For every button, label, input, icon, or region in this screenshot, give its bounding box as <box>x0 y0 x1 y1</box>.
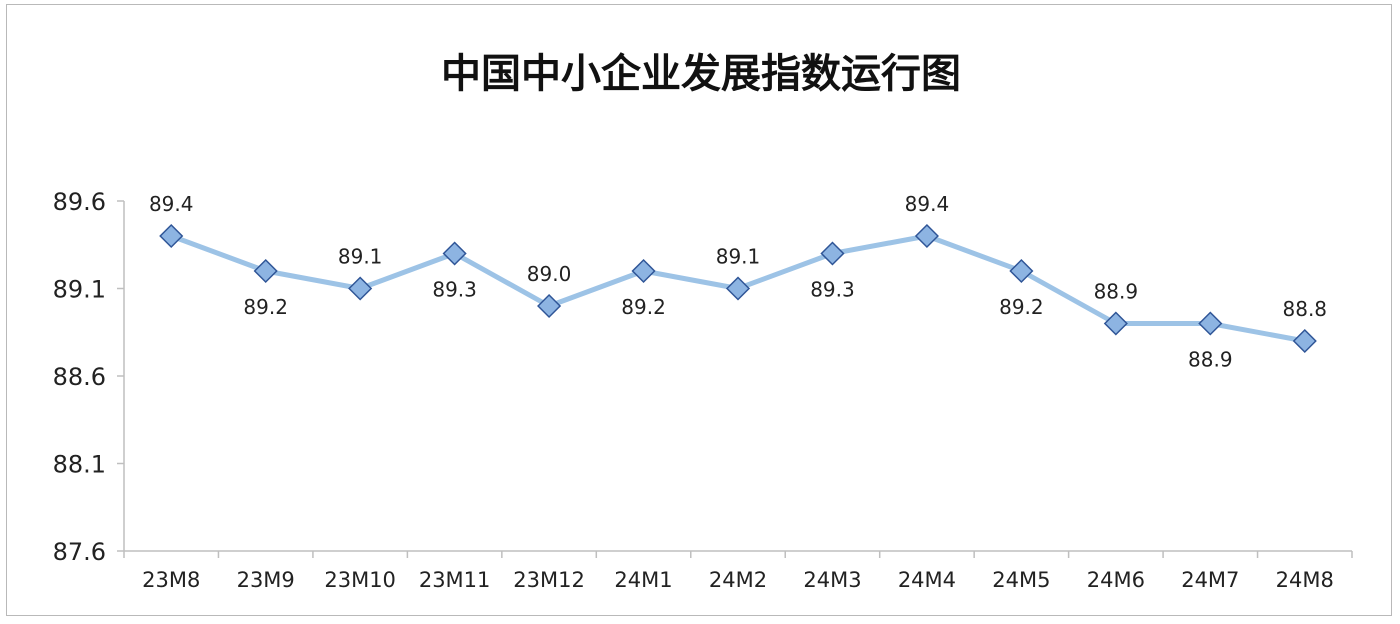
data-point-marker <box>1009 258 1034 284</box>
data-point-marker <box>914 223 939 249</box>
data-point-marker <box>253 258 278 284</box>
x-tick-label: 24M6 <box>1087 568 1145 592</box>
series-line-group <box>159 223 1317 354</box>
x-tick-label: 24M8 <box>1276 568 1334 592</box>
data-label: 89.4 <box>905 192 950 216</box>
x-tick-label: 24M7 <box>1181 568 1239 592</box>
data-labels-group: 89.4 89.2 89.1 89.3 89.0 89.2 89.1 89.3 89.4 89.2… <box>149 192 1327 372</box>
x-tick-label: 24M1 <box>614 568 672 592</box>
data-label: 89.3 <box>810 278 855 302</box>
y-tick-label: 89.1 <box>53 276 106 304</box>
y-tick-label: 88.6 <box>53 363 106 391</box>
x-tick-label: 23M12 <box>513 568 585 592</box>
data-label: 88.8 <box>1283 297 1328 321</box>
data-point-marker <box>442 241 467 266</box>
data-point-marker <box>725 276 751 301</box>
data-label: 89.1 <box>338 245 383 269</box>
data-label: 89.0 <box>527 262 572 286</box>
chart-title: 中国中小企业发展指数运行图 <box>441 51 961 97</box>
data-label: 89.3 <box>432 278 477 302</box>
x-tick-label: 23M11 <box>419 568 491 592</box>
data-label: 89.2 <box>621 295 666 319</box>
data-point-marker <box>159 223 184 249</box>
data-label: 89.1 <box>716 245 761 269</box>
data-label: 89.4 <box>149 192 194 216</box>
x-tick-label: 23M8 <box>142 568 200 592</box>
data-label: 89.2 <box>999 295 1044 319</box>
data-label: 88.9 <box>1188 348 1233 372</box>
axes: 87.6 88.1 88.6 89.1 89.6 23M8 23M9 23M10 23M11 23… <box>53 188 1353 592</box>
y-tick-label: 89.6 <box>53 188 106 216</box>
data-label: 88.9 <box>1094 280 1139 304</box>
data-point-marker <box>348 276 373 301</box>
x-tick-label: 24M3 <box>803 568 861 592</box>
data-point-marker <box>1198 311 1223 336</box>
chart-frame: 中国中小企业发展指数运行图 87.6 88.1 88.6 89.1 89.6 23M8 23… <box>6 4 1392 616</box>
data-point-marker <box>537 293 562 319</box>
x-tick-label: 24M5 <box>992 568 1050 592</box>
x-tick-label: 24M2 <box>709 568 767 592</box>
x-tick-label: 23M10 <box>324 568 396 592</box>
data-point-marker <box>820 241 845 266</box>
data-point-marker <box>1103 311 1128 336</box>
y-tick-label: 87.6 <box>53 538 106 566</box>
data-point-marker <box>1292 328 1317 354</box>
line-chart: 中国中小企业发展指数运行图 87.6 88.1 88.6 89.1 89.6 23M8 23… <box>53 51 1353 592</box>
data-label: 89.2 <box>243 295 288 319</box>
x-tick-label: 23M9 <box>237 568 295 592</box>
data-point-marker <box>631 258 656 284</box>
y-tick-label: 88.1 <box>53 451 106 479</box>
x-tick-label: 24M4 <box>898 568 956 592</box>
